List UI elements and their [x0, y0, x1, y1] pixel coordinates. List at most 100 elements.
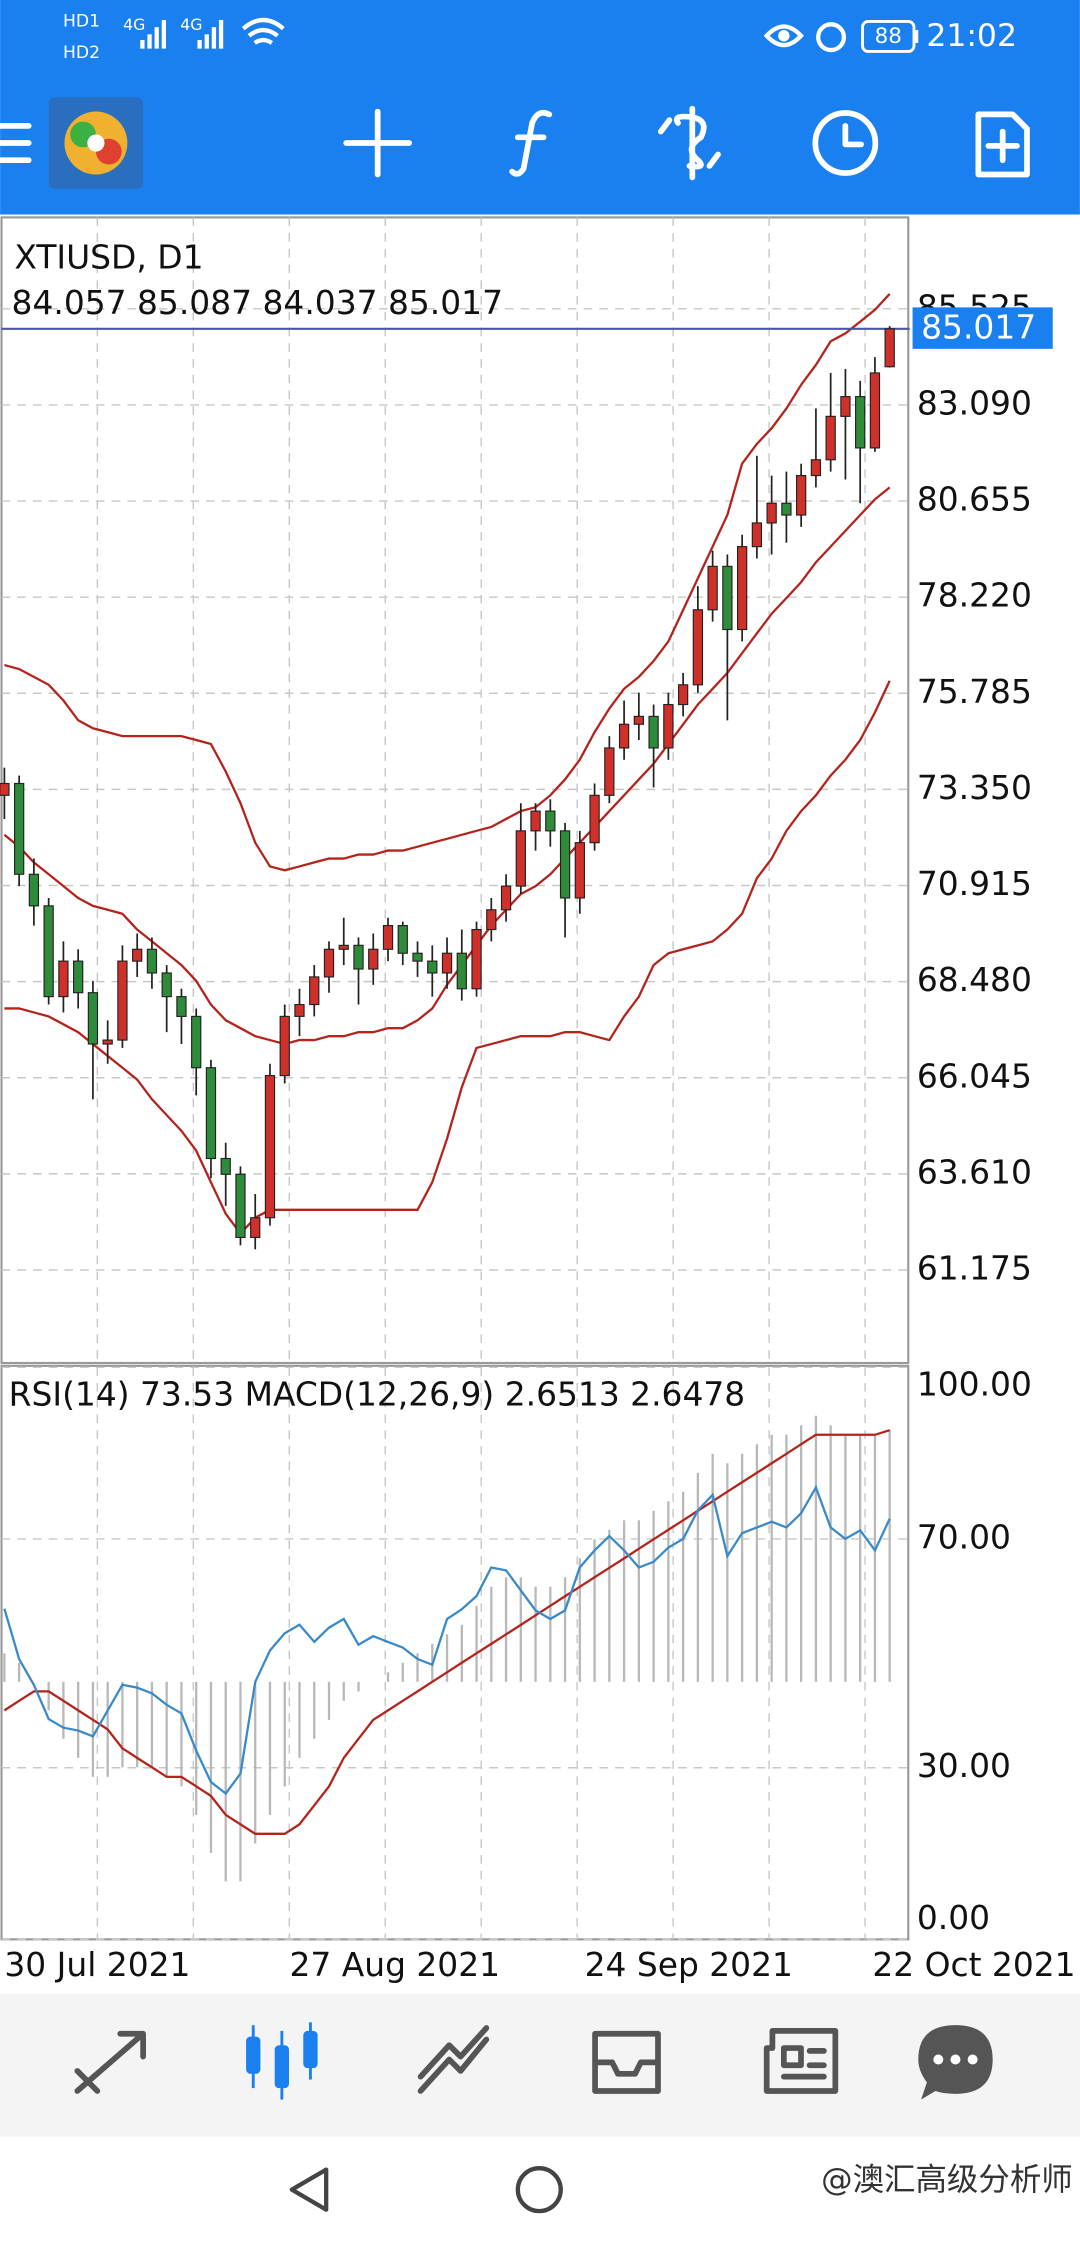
histogram-bar — [637, 1520, 640, 1682]
app-logo[interactable] — [48, 97, 144, 189]
crosshair-button[interactable] — [343, 108, 412, 178]
back-button[interactable] — [289, 2167, 329, 2212]
histogram-bar — [283, 1681, 286, 1787]
y-tick-label: 83.090 — [917, 383, 1032, 422]
histogram-bar — [534, 1586, 537, 1682]
histogram-bar — [785, 1434, 788, 1682]
y-tick-label: 30.00 — [917, 1746, 1011, 1785]
candle-body — [545, 810, 556, 832]
candle-body — [43, 905, 54, 998]
price-tag-label: 85.017 — [921, 307, 1036, 346]
y-tick-label: 61.175 — [917, 1249, 1032, 1288]
x-tick-label: 30 Jul 2021 — [4, 1945, 190, 1984]
candle-body — [707, 565, 718, 611]
y-tick-label: 0.00 — [917, 1898, 990, 1937]
news-tab[interactable] — [763, 2028, 839, 2094]
histogram-bar — [313, 1681, 316, 1739]
histogram-bar — [298, 1681, 301, 1758]
network-label: 4G — [180, 15, 202, 34]
histogram-bar — [667, 1501, 670, 1682]
candle-body — [500, 885, 512, 911]
candle-body — [146, 948, 158, 974]
histogram-bar — [136, 1681, 139, 1768]
x-tick-label: 27 Aug 2021 — [289, 1945, 500, 1984]
history-button[interactable] — [812, 110, 879, 176]
menu-button[interactable] — [0, 122, 32, 164]
y-tick-label: 100.00 — [917, 1364, 1032, 1403]
candle-body — [191, 1015, 202, 1069]
bottom-nav-icons — [74, 2022, 993, 2100]
candle-body — [825, 415, 836, 461]
candle-body — [382, 925, 394, 950]
candle-body — [58, 960, 69, 998]
chart-tab[interactable] — [246, 2022, 318, 2100]
sim-label: HD1 — [63, 11, 100, 31]
candle-body — [810, 459, 822, 477]
candle-body — [220, 1157, 231, 1175]
x-tick-label: 24 Sep 2021 — [585, 1945, 793, 1984]
ohlc-readout: 84.057 85.087 84.037 85.017 — [12, 283, 503, 322]
candle-body — [441, 952, 453, 974]
candle-body — [176, 996, 187, 1017]
candle-body — [663, 703, 674, 749]
histogram-bar — [549, 1586, 552, 1682]
history-tab[interactable] — [592, 2030, 661, 2094]
candle-body — [87, 992, 99, 1045]
candle-body — [751, 522, 763, 548]
candle-body — [264, 1075, 276, 1219]
status-bar: HD1 HD2 4G 4G 88 21:02 — [63, 11, 1017, 62]
candle-body — [869, 372, 881, 449]
candle-body — [884, 328, 895, 368]
indicators-button[interactable] — [509, 109, 553, 177]
histogram-bar — [504, 1577, 508, 1682]
y-tick-label: 70.915 — [917, 864, 1032, 903]
histogram-bar — [209, 1681, 213, 1853]
alarm-icon — [816, 22, 847, 53]
histogram-bar — [652, 1510, 655, 1682]
histogram-bar — [726, 1463, 729, 1682]
y-tick-label: 75.785 — [917, 672, 1032, 711]
home-button[interactable] — [515, 2166, 563, 2214]
candle-body — [0, 782, 10, 796]
histogram-bar — [47, 1681, 50, 1711]
candle-body — [73, 960, 84, 994]
histogram-bar — [254, 1681, 257, 1844]
candle-body — [132, 948, 143, 962]
candle-body — [840, 396, 851, 417]
series-line — [4, 680, 891, 1236]
candle-body — [796, 474, 807, 516]
histogram-bar — [180, 1681, 183, 1787]
system-nav: @澳汇高级分析师 — [289, 2162, 1073, 2214]
candle-body — [205, 1067, 217, 1160]
histogram-bar — [755, 1444, 759, 1682]
trade-tab[interactable] — [417, 2025, 490, 2094]
candle-body — [722, 565, 733, 631]
histogram-bar — [519, 1577, 522, 1682]
new-order-button[interactable] — [975, 111, 1030, 178]
histogram-bar — [888, 1429, 891, 1682]
signal-icon — [140, 20, 224, 49]
histogram-bar — [814, 1415, 818, 1682]
quotes-tab[interactable] — [74, 2030, 146, 2094]
series-line — [4, 293, 891, 872]
histogram-bar — [844, 1434, 847, 1682]
price-panel — [0, 216, 910, 1365]
candle-body — [530, 810, 541, 832]
candle-body — [294, 1003, 305, 1017]
candle-body — [102, 1039, 113, 1045]
trade-button[interactable] — [657, 105, 721, 181]
histogram-bar — [165, 1681, 168, 1777]
histogram-bar — [711, 1453, 714, 1682]
battery-level: 88 — [875, 24, 902, 49]
y-tick-label: 73.350 — [917, 768, 1032, 807]
candle-body — [13, 782, 25, 875]
candle-body — [781, 502, 792, 516]
candle-body — [515, 830, 526, 887]
histogram-bar — [622, 1520, 626, 1682]
labels: XTIUSD, D1 84.057 85.087 84.037 85.017 R… — [4, 237, 1075, 1984]
histogram-bar — [696, 1472, 700, 1682]
candle-body — [574, 842, 585, 899]
histogram-bar — [800, 1425, 803, 1682]
